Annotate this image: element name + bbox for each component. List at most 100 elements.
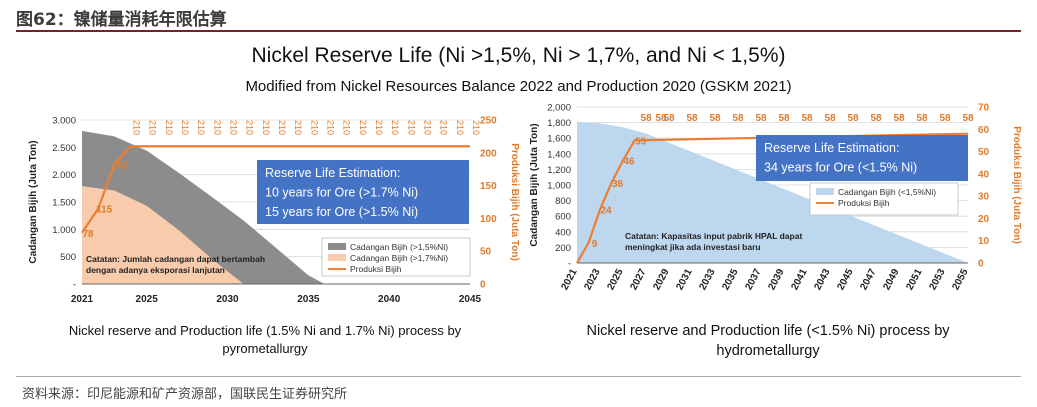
- top-value-label: 210: [406, 120, 416, 135]
- x-tick-label: 2049: [881, 267, 901, 292]
- y-axis-title: Cadangan Bijih (Juta Ton): [530, 123, 540, 246]
- top-value-label: 210: [132, 120, 142, 135]
- header-rule: [16, 30, 1021, 32]
- production-data-label: 115: [96, 205, 113, 216]
- y2-tick-label: 20: [978, 214, 990, 225]
- x-tick-label: 2039: [766, 267, 786, 292]
- top-value-label: 210: [471, 120, 481, 135]
- production-line: [81, 145, 470, 234]
- top-value-label: 210: [212, 120, 222, 135]
- y-tick-label: -: [568, 259, 571, 270]
- top-value-label: 210: [326, 120, 336, 135]
- y2-tick-label: 40: [978, 169, 990, 180]
- y-tick-label: 1,800: [547, 118, 571, 129]
- legend-label: Cadangan Bijih (<1,5%Ni): [838, 187, 936, 197]
- legend-label: Cadangan Bijih (>1,5%Ni): [350, 242, 448, 252]
- callout-line: Reserve Life Estimation:: [764, 141, 899, 155]
- x-tick-label: 2021: [71, 294, 94, 305]
- legend-box: [809, 182, 959, 216]
- production-data-label: 36: [612, 179, 624, 190]
- legend-swatch-area: [816, 188, 834, 195]
- reserve-life-callout: [257, 160, 469, 224]
- legend-label: Produksi Bijih: [838, 198, 890, 208]
- figure-title: 图62：镍储量消耗年限估算: [16, 10, 227, 30]
- x-tick-label: 2045: [835, 267, 855, 292]
- y2-tick-label: 0: [480, 280, 486, 291]
- legend-swatch-area: [328, 243, 346, 250]
- y-tick-label: 500: [60, 252, 76, 263]
- top-value-label: 210: [358, 120, 368, 135]
- x-tick-label: 2025: [605, 267, 625, 292]
- x-tick-label: 2035: [720, 267, 740, 292]
- y-tick-label: 1,000: [547, 181, 571, 192]
- production-data-label: 9: [592, 239, 598, 250]
- y-tick-label: 2,000: [547, 103, 571, 114]
- callout-line: Reserve Life Estimation:: [265, 166, 400, 180]
- y-tick-label: 800: [555, 196, 571, 207]
- top-value-label: 58: [709, 113, 721, 124]
- x-tick-label: 2031: [674, 267, 694, 292]
- top-value-label: 210: [455, 120, 465, 135]
- top-value-label: 210: [374, 120, 384, 135]
- reserve-life-callout: [756, 135, 968, 181]
- hydrometallurgy-chart: -2004006008001,0001,2001,4001,6001,8002,…: [530, 103, 1022, 293]
- chart-note-line: Catatan: Jumlah cadangan dapat bertambah: [86, 254, 265, 264]
- y2-tick-label: 30: [978, 192, 990, 203]
- production-data-label: 24: [600, 206, 612, 217]
- y2-tick-label: 0: [978, 259, 984, 270]
- y2-axis-title: Produksi Bijih (Juta Ton): [509, 143, 520, 261]
- production-data-label: 78: [82, 229, 94, 240]
- y2-tick-label: 100: [480, 214, 497, 225]
- x-tick-label: 2033: [697, 267, 717, 292]
- top-value-label: 58: [962, 113, 974, 124]
- production-line: [576, 132, 969, 264]
- top-value-label: 210: [229, 120, 239, 135]
- x-tick-label: 2041: [789, 267, 809, 292]
- y2-tick-label: 50: [480, 247, 492, 258]
- top-value-label: 58: [824, 113, 836, 124]
- y-tick-label: 1,600: [547, 134, 571, 145]
- top-value-label: 210: [390, 120, 400, 135]
- sub-title: Modified from Nickel Resources Balance 2…: [245, 78, 792, 95]
- top-value-label: 58: [640, 113, 652, 124]
- x-tick-label: 2030: [216, 294, 239, 305]
- legend-label: Cadangan Bijih (>1,7%Ni): [350, 253, 448, 263]
- x-tick-label: 2023: [582, 267, 602, 292]
- top-value-label: 210: [342, 120, 352, 135]
- top-value-label: 210: [309, 120, 319, 135]
- source-note: 资料来源：印尼能源和矿产资源部，国联民生证券研究所: [22, 387, 348, 402]
- top-value-label: 58: [801, 113, 813, 124]
- x-tick-label: 2045: [459, 294, 482, 305]
- y-tick-label: 1,400: [547, 149, 571, 160]
- top-value-label: 58: [916, 113, 928, 124]
- main-title: Nickel Reserve Life (Ni >1,5%, Ni > 1,7%…: [251, 44, 786, 67]
- y2-axis-title: Produksi Bijih (Juta Ton): [1011, 126, 1022, 244]
- x-tick-label: 2021: [559, 267, 579, 292]
- y-tick-label: 1.000: [52, 225, 76, 236]
- y2-tick-label: 10: [978, 236, 990, 247]
- x-tick-label: 2027: [628, 267, 648, 292]
- y2-tick-label: 250: [480, 116, 497, 127]
- legend-swatch-area: [328, 254, 346, 261]
- y-tick-label: 3.000: [52, 116, 76, 127]
- y-axis-title: Cadangan Bijih (Juta Ton): [28, 140, 39, 263]
- top-value-label: 210: [180, 120, 190, 135]
- y2-tick-label: 200: [480, 148, 497, 159]
- callout-line: 10 years for Ore (>1.7% Ni): [265, 186, 418, 200]
- top-value-label: 210: [277, 120, 287, 135]
- y-tick-label: 1.500: [52, 198, 76, 209]
- top-value-label: 58: [732, 113, 744, 124]
- top-value-label: 58: [847, 113, 859, 124]
- footer-rule: [16, 376, 1021, 377]
- callout-line: 34 years for Ore (<1.5% Ni): [764, 161, 917, 175]
- x-tick-label: 2037: [743, 267, 763, 292]
- y2-tick-label: 150: [480, 181, 497, 192]
- x-tick-label: 2047: [858, 267, 878, 292]
- legend-label: Produksi Bijih: [350, 264, 402, 274]
- top-value-label: 210: [439, 120, 449, 135]
- y-tick-label: -: [73, 280, 76, 291]
- top-value-label: 58: [893, 113, 905, 124]
- production-data-label: 46: [623, 156, 635, 167]
- x-tick-label: 2053: [927, 267, 947, 292]
- top-value-label: 58: [663, 113, 675, 124]
